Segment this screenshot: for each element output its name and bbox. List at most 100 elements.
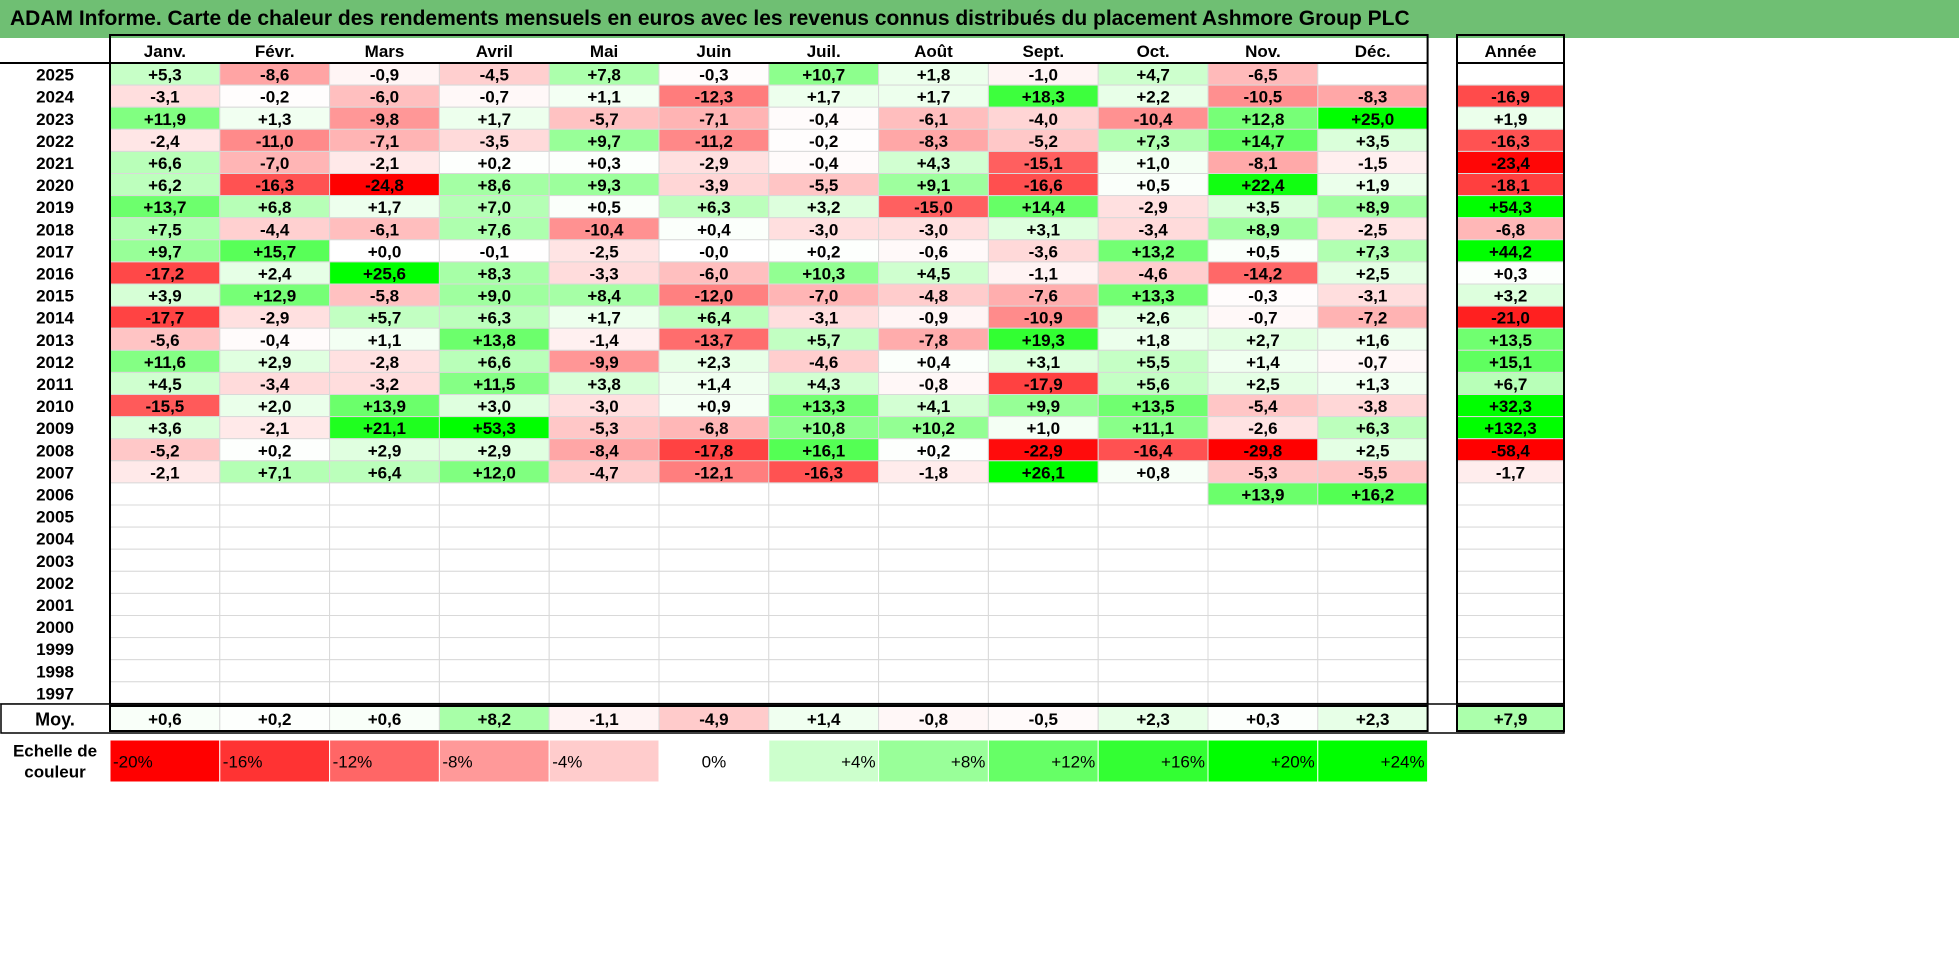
cell-value: -15,5	[146, 397, 185, 416]
year-label: 2007	[36, 463, 74, 482]
cell-value: +6,6	[478, 353, 512, 372]
month-header: Nov.	[1245, 42, 1281, 61]
annual-cell	[1456, 526, 1565, 550]
heat-cell	[987, 504, 1099, 528]
cell-value: -2,9	[699, 154, 728, 173]
month-header: Août	[914, 42, 953, 61]
heat-cell	[329, 570, 440, 594]
annual-cell	[1456, 570, 1565, 594]
cell-value: -0,9	[919, 309, 948, 328]
scale-swatch	[219, 739, 331, 783]
cell-value: -7,8	[919, 331, 948, 350]
scale-label: -20%	[113, 753, 153, 772]
cell-value: +8,9	[1356, 198, 1390, 217]
annual-value: -21,0	[1491, 309, 1530, 328]
cell-value: +6,3	[1356, 419, 1390, 438]
cell-value: +7,1	[258, 463, 292, 482]
year-label: 2008	[36, 441, 74, 460]
year-label: 2017	[36, 242, 74, 261]
heat-cell	[987, 592, 1099, 617]
heat-cell	[768, 504, 880, 528]
annual-value: +132,3	[1484, 419, 1536, 438]
heat-cell	[768, 526, 880, 550]
heat-cell	[1207, 659, 1319, 683]
year-label: 1997	[36, 684, 74, 703]
cell-value: +3,5	[1246, 198, 1280, 217]
cell-value: +8,3	[478, 264, 512, 283]
cell-value: +0,3	[587, 154, 621, 173]
cell-value: +3,8	[587, 375, 621, 394]
cell-value: +1,1	[587, 88, 621, 107]
cell-value: +26,1	[1022, 463, 1065, 482]
annual-value: +3,2	[1494, 287, 1528, 306]
cell-value: +2,9	[258, 353, 292, 372]
average-annual-cell	[1456, 705, 1565, 732]
scale-swatch	[878, 739, 989, 783]
heat-cell	[1097, 659, 1209, 683]
heat-cell	[878, 615, 989, 639]
heat-cell	[987, 637, 1099, 661]
heat-cell	[1207, 637, 1319, 661]
cell-value: -4,4	[260, 220, 290, 239]
cell-value: -15,1	[1024, 154, 1063, 173]
heat-cell	[438, 570, 550, 594]
cell-value: +18,3	[1022, 88, 1065, 107]
cell-value: +10,7	[802, 66, 845, 85]
scale-label: -8%	[442, 753, 472, 772]
heat-cell	[109, 637, 221, 661]
cell-value: -12,0	[695, 287, 734, 306]
cell-value: +9,9	[1027, 397, 1061, 416]
month-header: Févr.	[255, 42, 295, 61]
cell-value: -10,5	[1244, 88, 1283, 107]
year-label: 2022	[36, 132, 74, 151]
heat-cell	[987, 482, 1099, 506]
heat-cell	[548, 615, 660, 639]
cell-value: +5,6	[1136, 375, 1170, 394]
year-label: 2006	[36, 485, 74, 504]
cell-value: +9,7	[148, 242, 182, 261]
cell-value: +2,5	[1356, 441, 1390, 460]
average-cell	[1207, 705, 1319, 732]
heat-cell	[438, 548, 550, 572]
cell-value: -8,6	[260, 66, 289, 85]
cell-value: +1,7	[368, 198, 402, 217]
annual-value: -16,9	[1491, 88, 1530, 107]
scale-swatch	[1207, 739, 1319, 783]
year-label: 2013	[36, 331, 74, 350]
heat-cell	[329, 482, 440, 506]
cell-value: -22,9	[1024, 441, 1063, 460]
cell-value: -11,2	[695, 132, 733, 151]
scale-label: +4%	[841, 753, 876, 772]
heat-cell	[329, 637, 440, 661]
cell-value: +1,9	[1356, 176, 1390, 195]
heat-cell	[1317, 592, 1429, 617]
scale-swatch	[329, 739, 440, 783]
cell-value: -10,4	[1134, 110, 1173, 129]
cell-value: -14,2	[1244, 264, 1283, 283]
heat-cell	[1097, 637, 1209, 661]
annual-value: -58,4	[1491, 441, 1530, 460]
heat-cell	[438, 615, 550, 639]
scale-label: +16%	[1161, 753, 1205, 772]
cell-value: +16,2	[1351, 485, 1394, 504]
cell-value: +4,5	[917, 264, 951, 283]
cell-value: -4,6	[809, 353, 838, 372]
heat-cell	[548, 659, 660, 683]
cell-value: +14,7	[1241, 132, 1284, 151]
cell-value: -4,7	[589, 463, 618, 482]
heat-cell	[329, 615, 440, 639]
heat-cell	[219, 615, 331, 639]
cell-value: +6,4	[368, 463, 402, 482]
heat-cell	[438, 637, 550, 661]
heat-cell	[329, 504, 440, 528]
cell-value: -0,1	[480, 242, 509, 261]
cell-value: +1,7	[478, 110, 512, 129]
cell-value: +12,0	[473, 463, 516, 482]
cell-value: -8,3	[1358, 88, 1387, 107]
cell-value: +25,6	[363, 264, 406, 283]
cell-value: -2,4	[150, 132, 180, 151]
average-cell	[329, 705, 440, 732]
cell-value: +13,3	[802, 397, 845, 416]
heat-cell	[219, 504, 331, 528]
cell-value: -5,2	[150, 441, 179, 460]
